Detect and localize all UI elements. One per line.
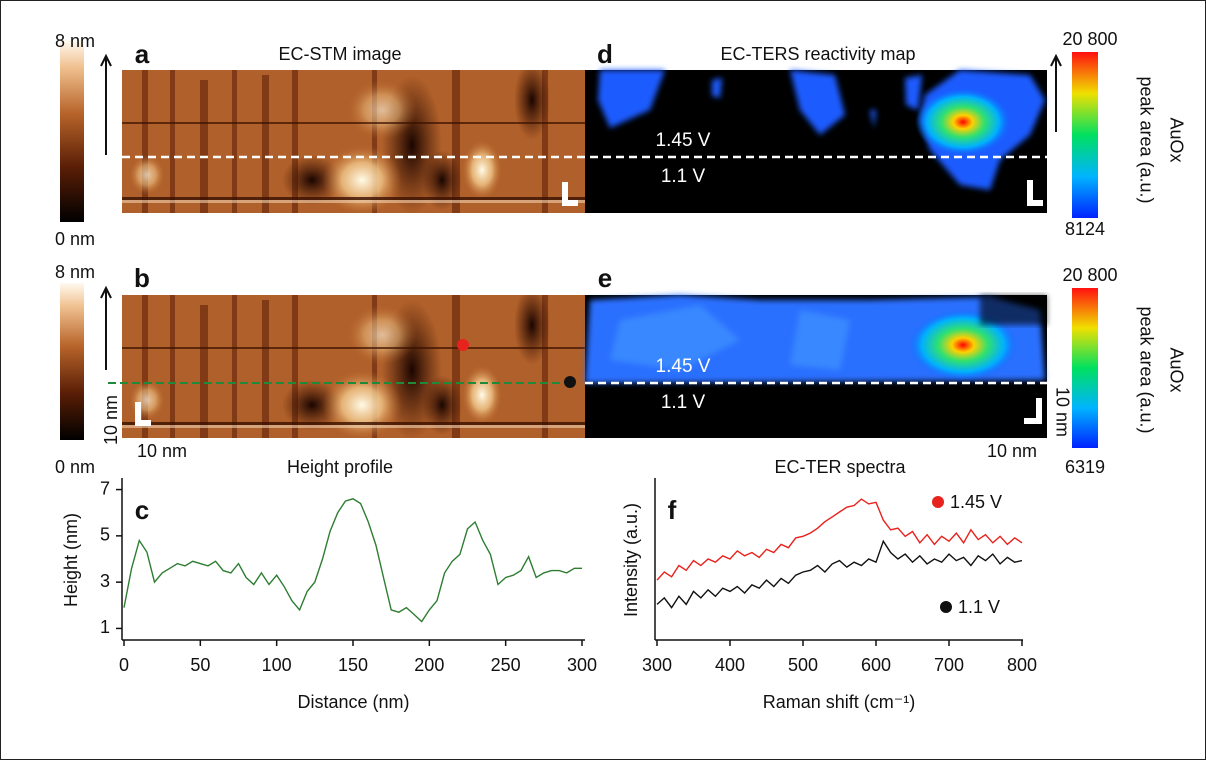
data-line: [123, 498, 582, 623]
panel-label: f: [668, 495, 677, 525]
colorbar-max: 8 nm: [55, 31, 95, 51]
colorbar: [60, 283, 84, 440]
chart-title: EC-TER spectra: [774, 457, 906, 477]
colorbar-max: 20 800: [1062, 29, 1117, 49]
y-tick-label: 5: [100, 525, 110, 545]
potential-label: 1.45 V: [656, 130, 711, 151]
colorbar: [1072, 52, 1098, 218]
legend-label: 1.45 V: [950, 492, 1002, 512]
scale-label: 10 nm: [1052, 387, 1072, 437]
y-tick-label: 1: [100, 617, 110, 637]
y-axis-label: Intensity (a.u.): [621, 503, 641, 617]
spectrum-point: [564, 376, 576, 388]
x-tick-label: 800: [1007, 655, 1037, 675]
colorbar-title: peak area (a.u.): [1136, 306, 1156, 433]
panel-title: EC-TERS reactivity map: [720, 44, 915, 64]
colorbar-title: peak area (a.u.): [1136, 76, 1156, 203]
x-tick-label: 600: [861, 655, 891, 675]
colorbar-min: 0 nm: [55, 229, 95, 249]
x-tick-label: 0: [119, 655, 129, 675]
colorbar-max: 8 nm: [55, 262, 95, 282]
x-tick-label: 700: [934, 655, 964, 675]
panel-title: EC-STM image: [278, 44, 401, 64]
colorbar-min: 6319: [1065, 457, 1105, 477]
x-tick-label: 150: [338, 655, 368, 675]
y-tick-label: 7: [100, 478, 110, 498]
scale-label: 10 nm: [987, 441, 1037, 461]
stm-image-a: [122, 60, 585, 215]
colorbar-title: AuOx: [1166, 347, 1186, 392]
x-tick-label: 200: [414, 655, 444, 675]
scale-label: 10 nm: [101, 395, 121, 445]
y-axis-label: Height (nm): [61, 513, 81, 607]
potential-label: 1.1 V: [661, 166, 706, 187]
ters-map-d: [585, 70, 1047, 213]
panel-label: c: [135, 495, 149, 525]
legend-marker: [932, 496, 944, 508]
ters-map-e: [585, 295, 1047, 438]
chart-title: Height profile: [287, 457, 393, 477]
potential-label: 1.1 V: [661, 392, 706, 413]
spectrum-point: [457, 339, 469, 351]
potential-label: 1.45 V: [656, 356, 711, 377]
legend-label: 1.1 V: [958, 597, 1000, 617]
colorbar: [60, 40, 84, 222]
scale-label: 10 nm: [137, 441, 187, 461]
x-tick-label: 500: [788, 655, 818, 675]
x-tick-label: 400: [715, 655, 745, 675]
x-tick-label: 250: [491, 655, 521, 675]
colorbar-min: 0 nm: [55, 457, 95, 477]
colorbar-max: 20 800: [1062, 265, 1117, 285]
legend-marker: [940, 601, 952, 613]
x-tick-label: 100: [262, 655, 292, 675]
colorbar-min: 8124: [1065, 219, 1105, 239]
x-tick-label: 300: [567, 655, 597, 675]
panel-label: a: [135, 39, 150, 69]
data-line: [656, 539, 1023, 609]
y-tick-label: 3: [100, 571, 110, 591]
panel-label: b: [134, 263, 150, 293]
data-line: [656, 498, 1023, 581]
scale-bars: [135, 180, 1043, 426]
x-tick-label: 300: [642, 655, 672, 675]
colorbar-title: AuOx: [1166, 117, 1186, 162]
x-axis-label: Distance (nm): [297, 692, 409, 712]
x-tick-label: 50: [190, 655, 210, 675]
panel-label: e: [598, 263, 612, 293]
colorbar: [1072, 288, 1098, 448]
stm-image-b: [122, 285, 585, 440]
panel-label: d: [597, 39, 613, 69]
x-axis-label: Raman shift (cm⁻¹): [763, 692, 916, 712]
arrows: [100, 53, 1062, 370]
